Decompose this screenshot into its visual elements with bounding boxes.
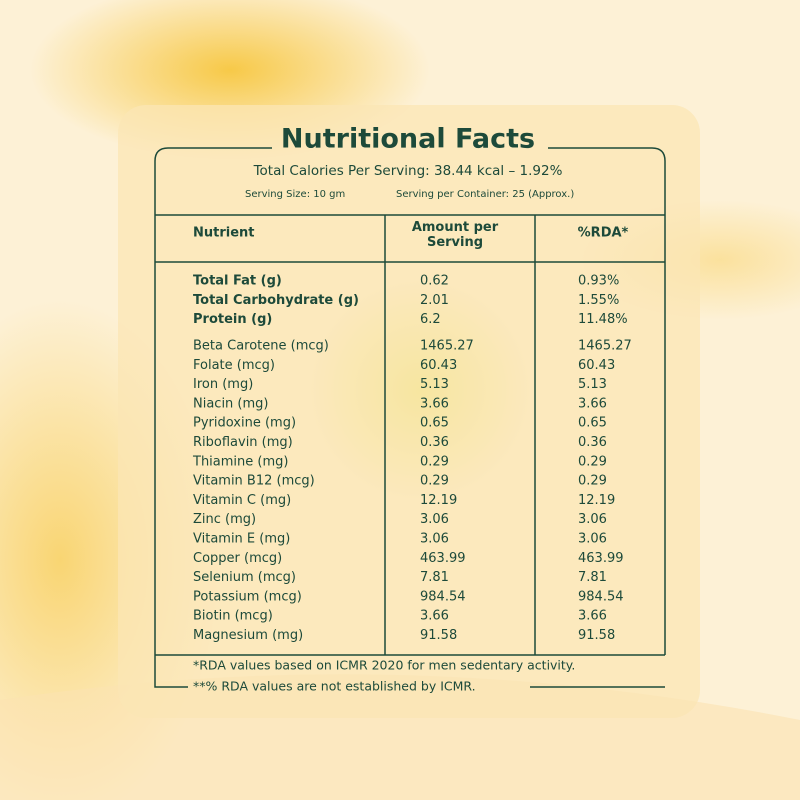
nutrient-name: Niacin (mg) [193, 396, 269, 411]
footnote: **% RDA values are not established by IC… [193, 679, 476, 694]
amount: 3.06 [420, 532, 449, 547]
subtitle: Total Calories Per Serving: 38.44 kcal –… [253, 163, 563, 179]
nutrient-name: Total Fat (g) [193, 274, 282, 289]
nutrient-name: Vitamin E (mg) [193, 532, 290, 547]
header: %RDA* [578, 226, 629, 241]
nutrient-name: Copper (mcg) [193, 551, 282, 566]
amount: 1465.27 [420, 339, 474, 354]
footnote: *RDA values based on ICMR 2020 for men s… [193, 658, 575, 673]
rda: 7.81 [578, 570, 607, 585]
nutrient-name: Pyridoxine (mg) [193, 416, 296, 431]
rda: 91.58 [578, 628, 615, 643]
nutrient-name: Beta Carotene (mcg) [193, 339, 329, 354]
servings-per-container: Serving per Container: 25 (Approx.) [396, 189, 574, 200]
nutrient-name: Iron (mg) [193, 377, 253, 392]
amount: 3.06 [420, 512, 449, 527]
title: Nutritional Facts [281, 124, 535, 155]
amount: 0.29 [420, 454, 449, 469]
header: Amount per Serving [411, 220, 499, 250]
amount: 463.99 [420, 551, 466, 566]
nutrient-name: Magnesium (mg) [193, 628, 303, 643]
amount: 0.29 [420, 474, 449, 489]
amount: 5.13 [420, 377, 449, 392]
rda: 0.36 [578, 435, 607, 450]
card [118, 105, 700, 718]
nutrient-name: Vitamin B12 (mcg) [193, 474, 315, 489]
rda: 11.48% [578, 312, 628, 327]
nutrient-name: Potassium (mcg) [193, 589, 302, 604]
amount: 2.01 [420, 293, 449, 308]
amount: 7.81 [420, 570, 449, 585]
nutrient-name: Total Carbohydrate (g) [193, 293, 359, 308]
rda: 3.06 [578, 512, 607, 527]
rda: 3.66 [578, 609, 607, 624]
rda: 60.43 [578, 358, 615, 373]
amount: 3.66 [420, 396, 449, 411]
amount: 984.54 [420, 589, 466, 604]
frame [154, 147, 666, 688]
rda: 1465.27 [578, 339, 632, 354]
rda: 0.29 [578, 474, 607, 489]
nutrient-name: Biotin (mcg) [193, 609, 273, 624]
nutrient-name: Thiamine (mg) [192, 454, 288, 469]
rows: Total Fat (g) 0.62 0.93% Total Carbohydrate… [192, 274, 632, 644]
rda: 0.29 [578, 454, 607, 469]
rda: 984.54 [578, 589, 624, 604]
amount: 6.2 [420, 312, 441, 327]
nutrient-name: Protein (g) [193, 312, 272, 327]
header-wrap: Amount per Serving [411, 220, 499, 250]
amount: 12.19 [420, 493, 457, 508]
amount: 0.65 [420, 416, 449, 431]
amount: 60.43 [420, 358, 457, 373]
rda: 3.06 [578, 532, 607, 547]
rda: 0.65 [578, 416, 607, 431]
nutrient-name: Folate (mcg) [193, 358, 275, 373]
amount: 0.62 [420, 274, 449, 289]
amount: 91.58 [420, 628, 457, 643]
amount: 0.36 [420, 435, 449, 450]
amount: 3.66 [420, 609, 449, 624]
rda: 463.99 [578, 551, 624, 566]
nutrient-name: Vitamin C (mg) [193, 493, 291, 508]
nutrient-name: Riboflavin (mg) [193, 435, 293, 450]
nutrient-name: Selenium (mcg) [193, 570, 296, 585]
nutrient-name: Zinc (mg) [193, 512, 256, 527]
rda: 5.13 [578, 377, 607, 392]
rda: 12.19 [578, 493, 615, 508]
rda: 0.93% [578, 274, 619, 289]
rda: 3.66 [578, 396, 607, 411]
serving-size: Serving Size: 10 gm [245, 189, 345, 200]
rda: 1.55% [578, 293, 619, 308]
header: Nutrient [193, 226, 255, 241]
